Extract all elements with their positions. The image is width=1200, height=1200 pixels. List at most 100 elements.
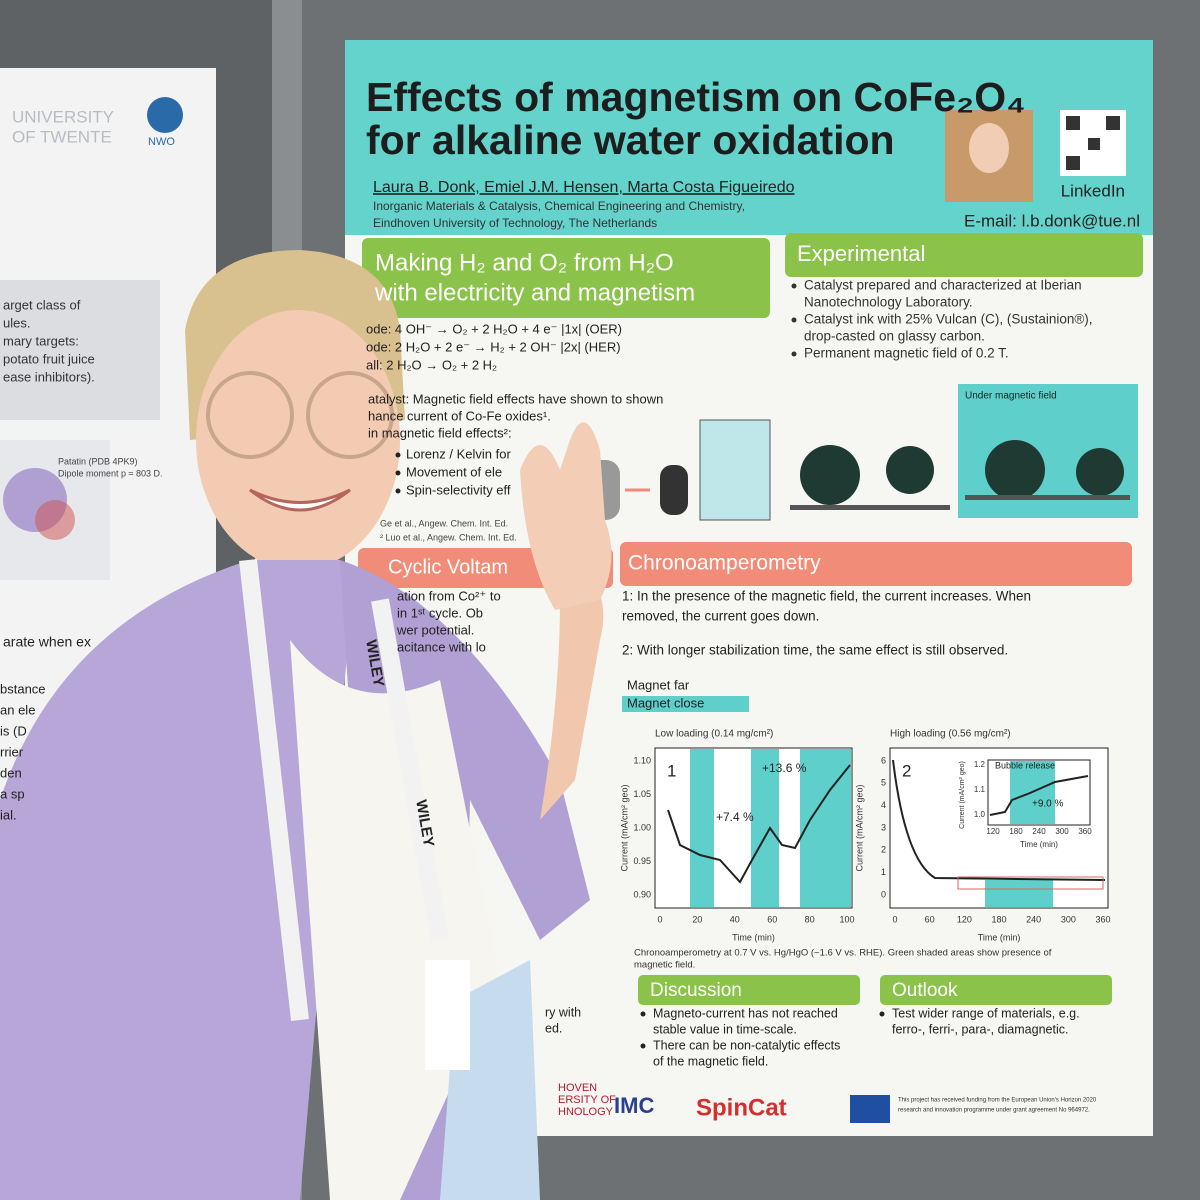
bullet-text: Test wider range of materials, e.g.	[892, 1006, 1080, 1020]
cv-text: wer potential.	[396, 622, 474, 637]
title: Effects of magnetism on CoFe₂O₄	[366, 74, 1026, 120]
equation: ode: 4 OH⁻ → O₂ + 2 H₂O + 4 e⁻ |1x| (OER…	[366, 321, 622, 336]
y-tick-label: 1.0	[974, 810, 986, 819]
left-text: ial.	[0, 807, 17, 822]
intro-text: hance current of Co-Fe oxides¹.	[368, 408, 551, 423]
left-text: den	[0, 765, 22, 780]
bullet	[791, 283, 797, 289]
chrono-text: 2: With longer stabilization time, the s…	[622, 643, 1008, 658]
bullet-text: of the magnetic field.	[653, 1054, 768, 1068]
email: E-mail: l.b.donk@tue.nl	[964, 211, 1140, 230]
x-tick-label: 0	[892, 914, 897, 924]
bullet-text: drop-casted on glassy carbon.	[804, 329, 985, 344]
bullet-text: Permanent magnetic field of 0.2 T.	[804, 346, 1009, 361]
y-axis-label: Current (mA/cm² geo)	[619, 784, 629, 871]
y-tick-label: 1.00	[633, 822, 651, 832]
legend-label: Magnet close	[627, 695, 704, 710]
y-tick-label: 4	[881, 800, 886, 810]
left-text: ules.	[3, 315, 30, 330]
experimental-heading-box	[785, 233, 1143, 277]
shaded-region	[751, 749, 779, 907]
chrono-text: removed, the current goes down.	[622, 609, 819, 624]
discussion-heading-box	[638, 975, 860, 1005]
legend-swatch	[622, 696, 749, 712]
linkedin: LinkedIn	[1061, 181, 1125, 200]
section-heading: Chronoamperometry	[628, 552, 821, 575]
left-text: a sp	[0, 786, 25, 801]
x-tick-label: 0	[657, 914, 662, 924]
qr-code	[1066, 156, 1080, 170]
section-heading: Discussion	[650, 980, 742, 1001]
bullet-text: Catalyst ink with 25% Vulcan (C), (Susta…	[804, 312, 1093, 327]
hand	[520, 422, 612, 610]
zoom-box	[957, 876, 1104, 890]
figure-label: Under magnetic field	[965, 391, 1057, 402]
y-tick-label: 3	[881, 822, 886, 832]
left-text: an ele	[0, 702, 35, 717]
x-tick-label: 100	[839, 914, 854, 924]
y-tick-label: 6	[881, 755, 886, 765]
affiliation: Inorganic Materials & Catalysis, Chemica…	[373, 199, 745, 213]
annotation: +9.0 %	[1032, 799, 1064, 810]
author-face	[969, 123, 1009, 173]
y-axis-label: Current (mA/cm² geo)	[854, 784, 864, 871]
cv-text: acitance with lo	[397, 639, 486, 654]
left-text: is (D	[0, 723, 27, 738]
bullet-text: stable value in time-scale.	[653, 1022, 797, 1036]
qr-code	[1066, 116, 1080, 130]
funding-text: research and innovation programme under …	[898, 1108, 1090, 1114]
arm	[540, 580, 604, 820]
bullet	[640, 1043, 646, 1049]
particle	[886, 446, 934, 494]
logo-text: ERSITY OF	[558, 1094, 616, 1106]
outlook-heading-box	[880, 975, 1112, 1005]
bullet-text: ferro-, ferri-, para-, diamagnetic.	[892, 1022, 1068, 1036]
bullet	[879, 1011, 885, 1017]
logo: NWO	[148, 136, 175, 148]
inset-title: Bubble release	[995, 760, 1055, 770]
x-tick-label: 120	[957, 914, 972, 924]
funding-text: This project has received funding from t…	[898, 1098, 1097, 1104]
cell-illustration	[699, 419, 771, 521]
nwo-logo	[147, 97, 183, 133]
bullet	[395, 470, 401, 476]
bullet-text: Magneto-current has not reached	[653, 1006, 838, 1020]
glasses	[206, 371, 294, 459]
protein-caption: Patatin (PDB 4PK9)	[58, 456, 138, 466]
logo-text: IMC	[614, 1093, 654, 1118]
bullet	[791, 317, 797, 323]
cv-text: in 1ˢᵗ cycle. Ob	[397, 605, 483, 620]
bullet-text: Spin-selectivity eff	[406, 482, 511, 497]
y-tick-label: 1.1	[974, 785, 986, 794]
x-tick-label: 60	[767, 914, 777, 924]
y-tick-label: 1.10	[633, 755, 651, 765]
x-tick-label: 300	[1055, 827, 1069, 836]
particle	[1076, 448, 1124, 496]
chart-title: Low loading (0.14 mg/cm²)	[655, 729, 773, 740]
y-tick-label: 5	[881, 778, 886, 788]
x-tick-label: 80	[805, 914, 815, 924]
x-tick-label: 360	[1095, 914, 1110, 924]
x-tick-label: 180	[991, 914, 1006, 924]
bullet-text: Lorenz / Kelvin for	[406, 446, 511, 461]
equation: ode: 2 H₂O + 2 e⁻ → H₂ + 2 OH⁻ |2x| (HER…	[366, 339, 621, 354]
x-tick-label: 360	[1078, 827, 1092, 836]
caption: Chronoamperometry at 0.7 V vs. Hg/HgO (~…	[634, 948, 1052, 959]
logo: OF TWENTE	[12, 127, 112, 146]
left-text: arget class of	[3, 297, 81, 312]
intro-text: in magnetic field effects²:	[368, 425, 512, 440]
logo-text: SpinCat	[696, 1094, 787, 1121]
left-text: ease inhibitors).	[3, 369, 95, 384]
section-heading: Making H₂ and O₂ from H₂O	[375, 249, 674, 276]
y-tick-label: 1.05	[633, 789, 651, 799]
x-tick-label: 20	[692, 914, 702, 924]
qr-code	[1106, 116, 1120, 130]
x-axis-label: Time (min)	[732, 932, 775, 942]
bullet-text: Catalyst prepared and characterized at I…	[804, 278, 1082, 293]
lanyard	[239, 558, 309, 1022]
affiliation: Eindhoven University of Technology, The …	[373, 216, 657, 230]
reference: Ge et al., Angew. Chem. Int. Ed.	[380, 518, 508, 528]
magnet-illustration	[660, 465, 688, 515]
